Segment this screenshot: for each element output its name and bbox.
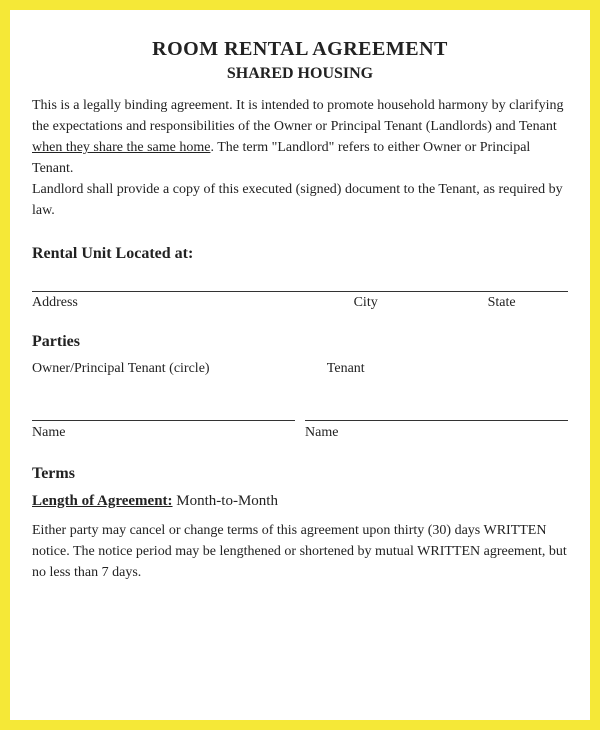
intro-text-1: This is a legally binding agreement. It … xyxy=(32,98,564,134)
intro-underlined: when they share the same home xyxy=(32,140,210,155)
state-label: State xyxy=(488,295,568,311)
rental-unit-header: Rental Unit Located at: xyxy=(32,245,568,263)
document-page: ROOM RENTAL AGREEMENT SHARED HOUSING Thi… xyxy=(10,10,590,720)
tenant-label: Tenant xyxy=(327,361,568,377)
document-subtitle: SHARED HOUSING xyxy=(32,65,568,83)
address-label: Address xyxy=(32,295,354,311)
tenant-signature-line[interactable] xyxy=(305,395,568,421)
terms-length-line: Length of Agreement: Month-to-Month xyxy=(32,493,568,510)
name-labels-row: Name Name xyxy=(32,425,568,441)
parties-header: Parties xyxy=(32,333,568,351)
length-value: Month-to-Month xyxy=(173,493,278,509)
document-title: ROOM RENTAL AGREEMENT xyxy=(32,38,568,61)
terms-body-text: Either party may cancel or change terms … xyxy=(32,520,568,583)
owner-name-label: Name xyxy=(32,425,295,441)
length-label: Length of Agreement: xyxy=(32,493,173,509)
terms-header: Terms xyxy=(32,465,568,483)
owner-tenant-label: Owner/Principal Tenant (circle) xyxy=(32,361,327,377)
intro-text-3: Landlord shall provide a copy of this ex… xyxy=(32,182,563,218)
tenant-name-label: Name xyxy=(305,425,568,441)
owner-signature-line[interactable] xyxy=(32,395,295,421)
parties-labels-row: Owner/Principal Tenant (circle) Tenant xyxy=(32,361,568,377)
intro-paragraph: This is a legally binding agreement. It … xyxy=(32,95,568,221)
signature-lines-row xyxy=(32,395,568,421)
address-field-row: Address City State xyxy=(32,291,568,311)
city-label: City xyxy=(354,295,488,311)
